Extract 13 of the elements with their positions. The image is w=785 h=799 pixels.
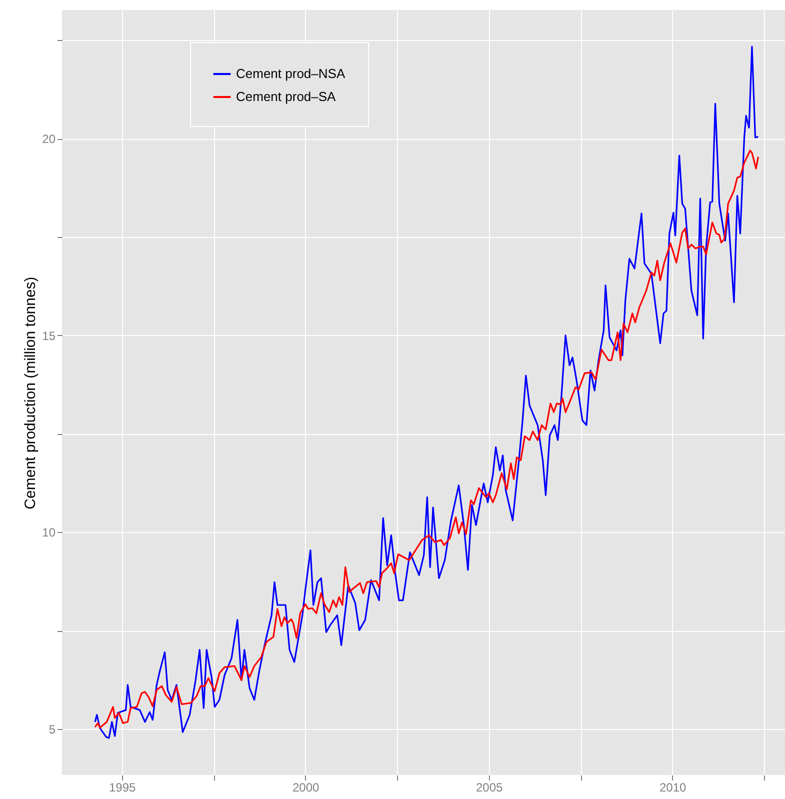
legend-label: Cement prod–NSA bbox=[236, 66, 346, 81]
x-tick-label: 2000 bbox=[292, 780, 320, 794]
legend-label: Cement prod–SA bbox=[236, 89, 336, 104]
x-tick-label: 1995 bbox=[108, 780, 136, 794]
x-tick-label: 2010 bbox=[659, 780, 686, 794]
x-tick-label: 2005 bbox=[476, 780, 503, 794]
line-series bbox=[94, 46, 760, 739]
line-series bbox=[94, 150, 760, 729]
y-tick-label: 5 bbox=[48, 722, 56, 736]
y-axis-title: Cement production (million tonnes) bbox=[22, 276, 40, 510]
y-tick-label: 15 bbox=[42, 328, 56, 343]
y-tick-label: 10 bbox=[42, 526, 56, 540]
y-tick-label: 20 bbox=[42, 132, 56, 146]
